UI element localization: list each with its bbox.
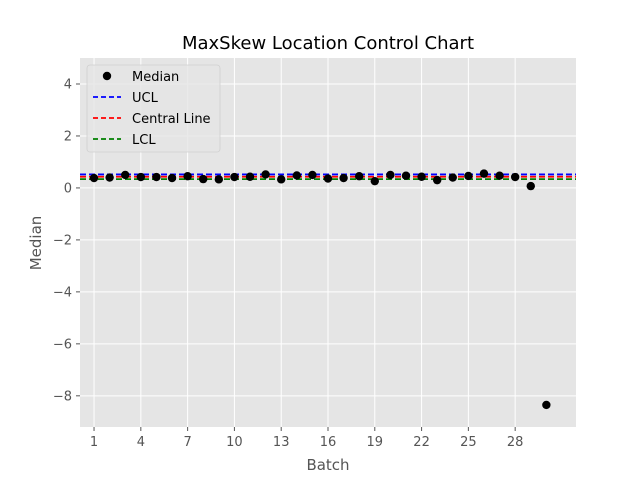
- legend-label-median: Median: [132, 70, 179, 85]
- grid: [80, 58, 576, 427]
- x-tick-label: 7: [183, 435, 191, 450]
- median-point: [510, 172, 520, 182]
- median-point: [152, 172, 161, 182]
- x-tick-label: 28: [507, 435, 524, 450]
- median-point: [401, 171, 411, 180]
- median-point: [542, 400, 551, 410]
- y-axis-ticks: 4 2 0 −2 −4 −6 −8: [53, 77, 80, 404]
- x-tick-label: 22: [413, 435, 430, 450]
- legend-label-central: Central Line: [132, 112, 211, 127]
- y-tick-label: −2: [53, 233, 72, 248]
- y-tick-label: −6: [53, 337, 72, 352]
- median-point: [479, 169, 489, 178]
- median-point: [464, 171, 473, 181]
- x-axis-ticks: 1 4 7 10 13 16 19 22 25 28: [90, 427, 524, 450]
- legend-label-lcl: LCL: [132, 133, 156, 148]
- y-tick-label: 0: [64, 181, 72, 196]
- median-point: [121, 170, 130, 180]
- y-tick-label: 4: [64, 77, 72, 92]
- x-tick-label: 16: [320, 435, 337, 450]
- x-tick-label: 25: [460, 435, 477, 450]
- x-axis-label: Batch: [306, 456, 349, 474]
- median-point: [167, 173, 177, 183]
- median-point: [417, 172, 426, 181]
- x-tick-label: 1: [90, 435, 98, 450]
- median-point: [370, 176, 379, 186]
- median-point: [261, 170, 270, 179]
- median-point: [448, 173, 457, 182]
- legend-marker-median: [102, 71, 112, 81]
- median-point: [105, 173, 114, 182]
- median-point: [214, 175, 224, 184]
- median-point: [339, 173, 348, 183]
- median-point: [230, 172, 239, 182]
- median-point: [89, 173, 99, 183]
- median-point: [199, 174, 208, 184]
- median-point: [432, 175, 442, 185]
- median-point: [292, 171, 302, 180]
- x-tick-label: 10: [226, 435, 243, 450]
- median-point: [354, 172, 364, 181]
- median-point: [495, 171, 504, 180]
- x-tick-label: 4: [137, 435, 145, 450]
- legend: Median UCL Central Line LCL: [86, 64, 221, 153]
- median-point: [277, 175, 286, 184]
- median-point: [386, 170, 395, 180]
- median-point: [245, 172, 255, 181]
- legend-label-ucl: UCL: [132, 91, 159, 106]
- legend-box: [86, 64, 221, 153]
- y-tick-label: −8: [53, 389, 72, 404]
- median-point: [183, 172, 192, 181]
- median-point: [323, 174, 333, 183]
- x-tick-label: 13: [273, 435, 290, 450]
- median-point: [308, 170, 317, 180]
- median-points: [89, 169, 551, 410]
- y-tick-label: 2: [64, 129, 72, 144]
- y-tick-label: −4: [53, 285, 72, 300]
- chart-title: MaxSkew Location Control Chart: [182, 33, 474, 54]
- y-axis-label: Median: [27, 216, 45, 271]
- median-point: [526, 181, 535, 191]
- median-point: [136, 172, 146, 182]
- x-tick-label: 19: [367, 435, 384, 450]
